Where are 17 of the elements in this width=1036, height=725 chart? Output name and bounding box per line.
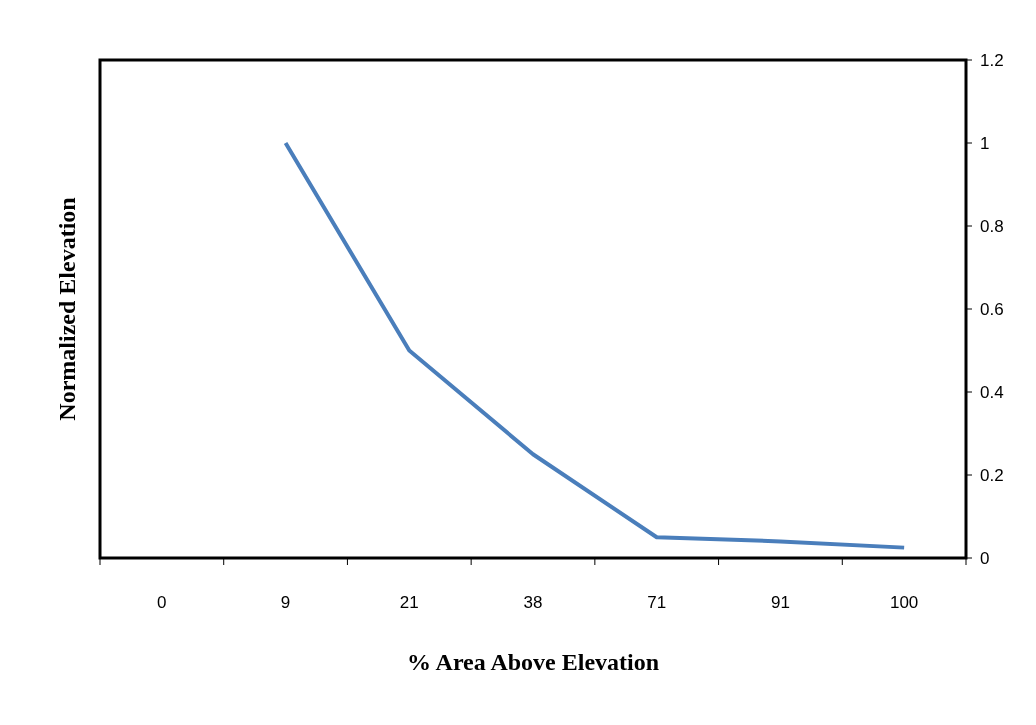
y-tick-label: 1 xyxy=(980,133,990,153)
x-tick-label: 100 xyxy=(889,593,919,612)
y-axis-title: Normalized Elevation xyxy=(54,197,80,421)
y-tick-label: 1.2 xyxy=(980,50,1004,70)
y-tick-label: 0 xyxy=(980,548,990,568)
x-tick-label: 91 xyxy=(770,593,790,612)
y-tick-label: 0.6 xyxy=(980,299,1004,319)
x-tick-label: 21 xyxy=(399,593,419,612)
y-tick-label: 0.8 xyxy=(980,216,1004,236)
y-tick-label: 0.4 xyxy=(980,382,1004,402)
y-tick-label: 0.2 xyxy=(980,465,1004,485)
x-axis-title: % Area Above Elevation xyxy=(406,649,660,675)
line-series xyxy=(283,141,907,550)
x-tick-label: 9 xyxy=(280,593,291,612)
x-tick-label: 38 xyxy=(523,593,543,612)
x-tick-label: 0 xyxy=(157,593,167,612)
x-tick-label: 71 xyxy=(647,593,667,612)
